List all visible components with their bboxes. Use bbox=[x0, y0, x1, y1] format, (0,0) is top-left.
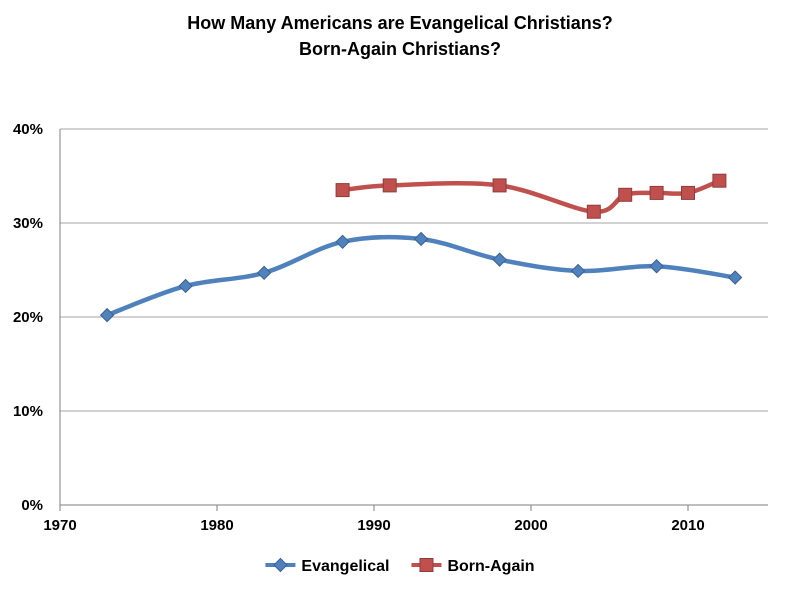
series-born-again bbox=[335, 173, 727, 219]
data-point-born-again bbox=[649, 185, 664, 200]
data-point-evangelical bbox=[413, 231, 429, 247]
series-layer bbox=[99, 173, 743, 323]
y-tick-label: 20% bbox=[13, 309, 43, 326]
data-point-born-again bbox=[618, 187, 633, 202]
legend-marker bbox=[419, 558, 434, 572]
legend-label: Evangelical bbox=[301, 558, 389, 575]
data-point-evangelical bbox=[727, 270, 743, 285]
data-point-born-again bbox=[712, 173, 727, 188]
data-point-evangelical bbox=[335, 234, 350, 250]
axes: 0% 10% 20% 30% 40% 1970 1980 1990 2000 2010 bbox=[13, 121, 768, 534]
x-tick-label: 2010 bbox=[671, 517, 704, 534]
series-line-evangelical bbox=[104, 234, 738, 318]
x-tick-label: 1990 bbox=[357, 517, 390, 534]
y-tick-label: 30% bbox=[13, 215, 43, 232]
y-tick-label: 10% bbox=[13, 403, 43, 420]
legend: Evangelical Born-Again bbox=[265, 557, 535, 575]
legend-marker bbox=[273, 557, 288, 573]
x-tick-label: 2000 bbox=[514, 517, 547, 534]
chart-title-line-1: How Many Americans are Evangelical Chris… bbox=[187, 13, 613, 33]
x-tick-label: 1980 bbox=[200, 517, 233, 534]
chart-title: How Many Americans are Evangelical Chris… bbox=[0, 10, 800, 62]
data-point-evangelical bbox=[178, 278, 193, 294]
legend-item-evangelical: Evangelical bbox=[265, 557, 389, 575]
series-evangelical bbox=[99, 231, 743, 323]
data-point-evangelical bbox=[492, 252, 507, 267]
data-point-evangelical bbox=[256, 265, 272, 281]
data-point-born-again bbox=[681, 185, 695, 200]
data-point-evangelical bbox=[570, 263, 586, 279]
data-point-born-again bbox=[492, 178, 507, 193]
data-point-evangelical bbox=[99, 307, 115, 323]
gridlines bbox=[60, 128, 768, 412]
data-point-born-again bbox=[586, 204, 601, 219]
data-point-evangelical bbox=[649, 259, 664, 274]
x-tick-label: 1970 bbox=[43, 517, 76, 534]
y-tick-label: 0% bbox=[21, 497, 43, 514]
data-point-born-again bbox=[335, 183, 350, 198]
legend-item-born-again: Born-Again bbox=[411, 558, 535, 575]
y-tick-label: 40% bbox=[13, 121, 43, 138]
data-point-born-again bbox=[382, 178, 397, 193]
chart-title-line-2: Born-Again Christians? bbox=[298, 39, 501, 59]
legend-label: Born-Again bbox=[447, 558, 534, 575]
